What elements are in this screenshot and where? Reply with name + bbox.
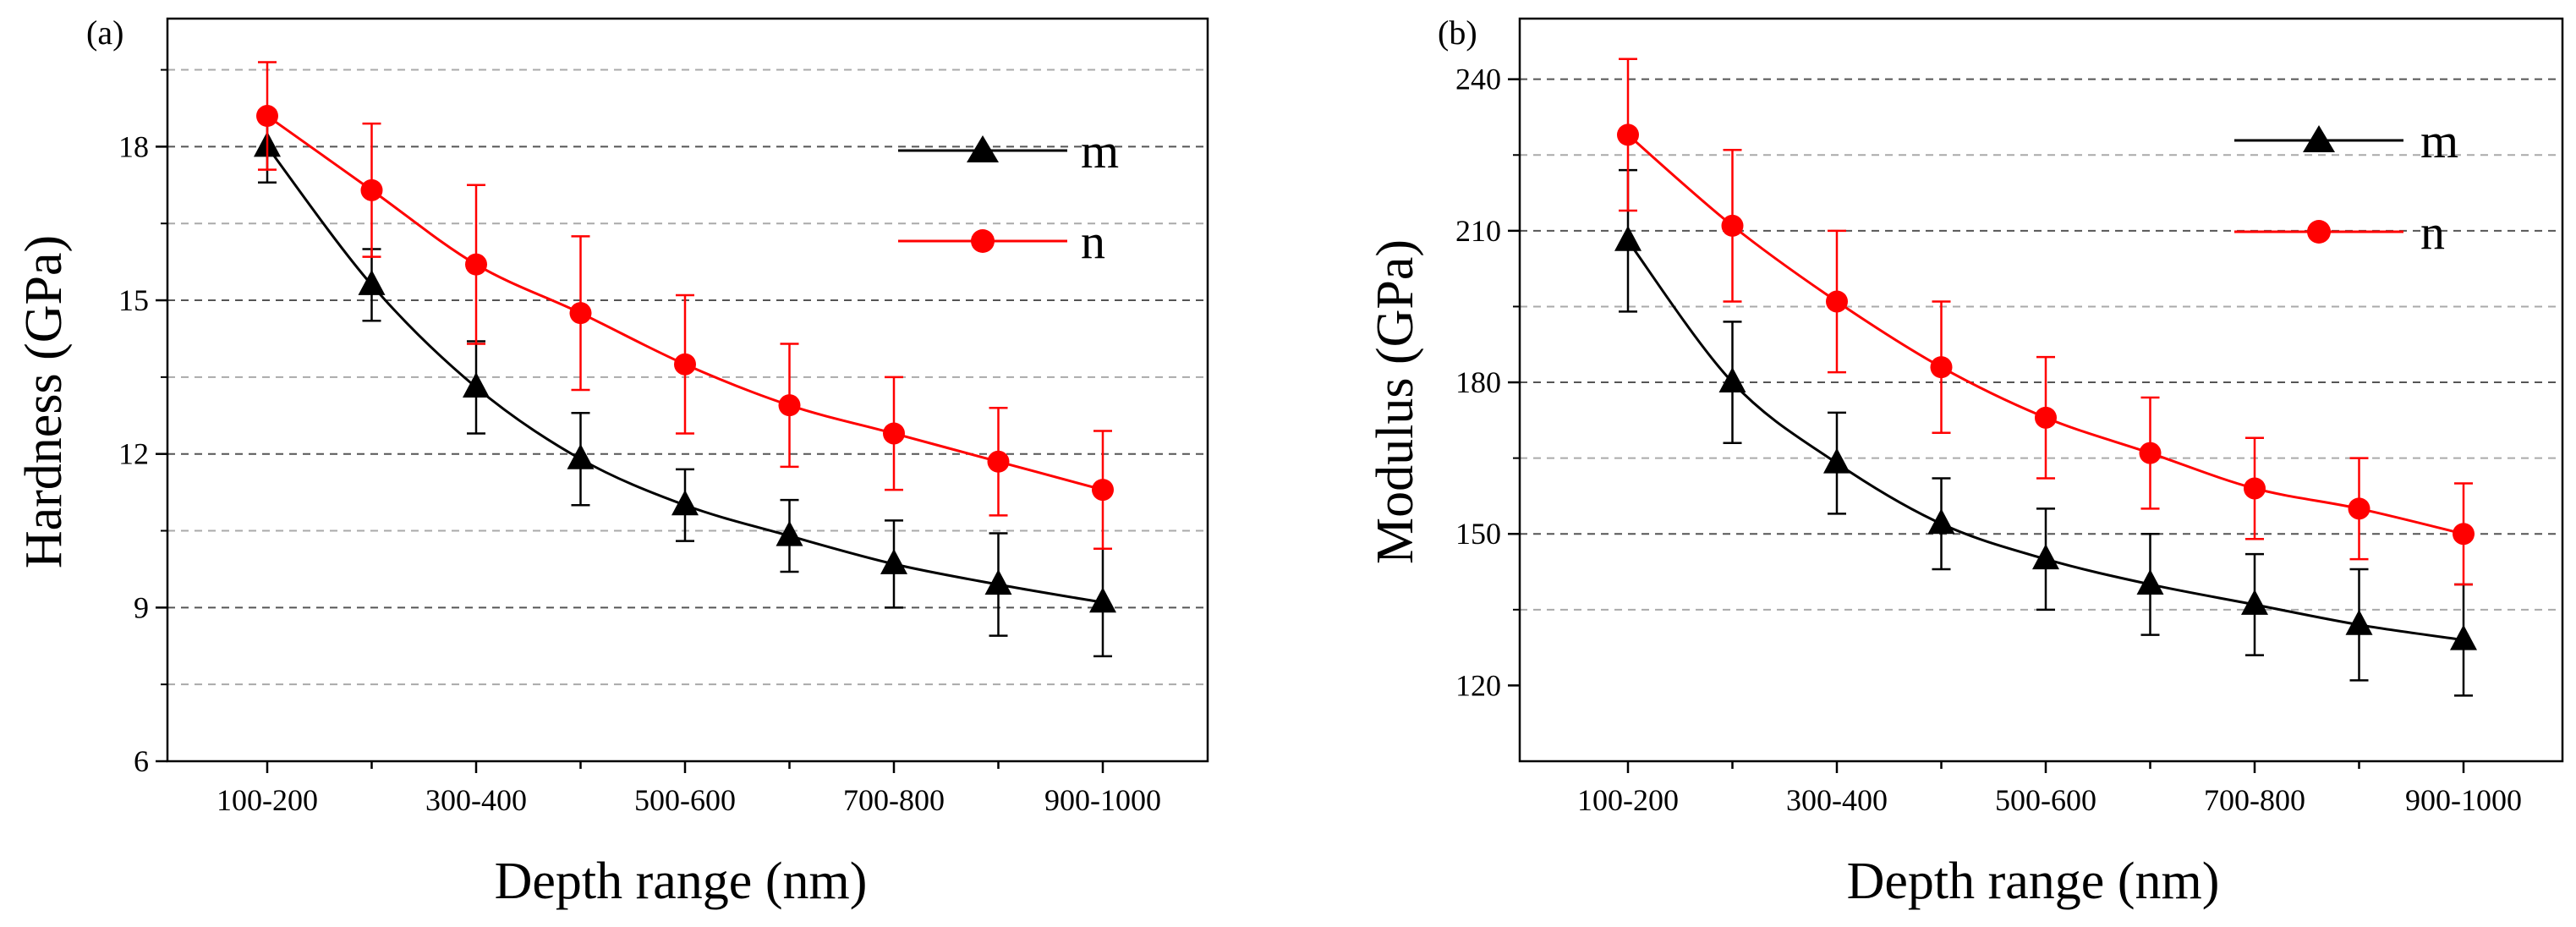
data-point-triangle <box>567 443 595 469</box>
grid-lines <box>167 69 1208 686</box>
y-tick-label: 15 <box>118 283 149 317</box>
axis-ticks: 120 150 180 210 240 100-200 300-400 500-600 700-… <box>1455 63 2522 817</box>
data-point-triangle <box>2241 589 2268 615</box>
series-n <box>1617 58 2475 586</box>
legend-triangle-marker <box>967 135 999 162</box>
legend-entry-m: m <box>2234 113 2458 168</box>
x-axis-title: Depth range (nm) <box>495 853 868 910</box>
plot-border <box>166 17 1209 763</box>
series-m <box>1614 168 2477 697</box>
data-point-triangle <box>1823 447 1850 474</box>
legend-label-n: n <box>2420 205 2445 260</box>
y-tick-label: 180 <box>1455 365 1501 399</box>
data-point-triangle <box>1614 225 1642 251</box>
data-point-circle <box>1826 290 1848 313</box>
plot-border <box>1518 17 2564 763</box>
data-point-circle <box>569 302 592 325</box>
x-tick-label: 500-600 <box>1995 783 2096 817</box>
data-point-circle <box>778 394 801 417</box>
data-point-circle <box>256 105 278 128</box>
x-tick-label: 300-400 <box>425 783 527 817</box>
data-point-triangle <box>2032 544 2059 570</box>
data-point-triangle <box>358 269 386 295</box>
series-m <box>254 109 1116 658</box>
data-point-circle <box>2453 523 2475 546</box>
data-point-triangle <box>1927 508 1955 535</box>
hardness-chart: (a) Depth range (nm) Hardness (GPa) 6 9 12… <box>15 14 1209 910</box>
legend-circle-marker <box>2307 220 2331 244</box>
legend-label-m: m <box>2420 113 2458 168</box>
legend-entry-n: n <box>2234 205 2445 260</box>
x-axis-title: Depth range (nm) <box>1847 853 2220 910</box>
legend-label-n: n <box>1081 214 1105 269</box>
y-tick-label: 240 <box>1455 63 1501 96</box>
x-tick-label: 700-800 <box>843 783 945 817</box>
data-point-circle <box>2035 406 2057 429</box>
legend-entry-n: n <box>898 214 1105 269</box>
grid-lines <box>1520 78 2562 611</box>
panel-label: (a) <box>86 14 123 52</box>
data-point-triangle <box>984 569 1012 595</box>
data-point-circle <box>360 178 383 201</box>
y-tick-label: 12 <box>118 437 149 471</box>
series-line <box>266 145 1104 604</box>
y-axis-title: Hardness (GPa) <box>15 235 73 568</box>
data-point-triangle <box>1718 367 1746 393</box>
data-point-circle <box>1721 214 1744 237</box>
data-point-triangle <box>776 520 803 546</box>
y-tick-label: 150 <box>1455 517 1501 551</box>
x-tick-label: 100-200 <box>216 783 318 817</box>
legend-label-m: m <box>1081 123 1119 178</box>
data-point-circle <box>2244 477 2266 500</box>
x-tick-label: 300-400 <box>1786 783 1888 817</box>
data-point-triangle <box>880 548 907 574</box>
x-tick-label: 900-1000 <box>2405 783 2522 817</box>
y-tick-label: 210 <box>1455 214 1501 248</box>
y-tick-label: 18 <box>118 129 149 163</box>
legend-triangle-marker <box>2303 125 2335 152</box>
legend: m n <box>2234 113 2458 260</box>
series-line <box>1626 239 2464 642</box>
data-point-triangle <box>671 490 699 516</box>
data-point-triangle <box>2345 609 2373 635</box>
y-tick-label: 9 <box>134 590 149 624</box>
data-point-circle <box>674 353 696 376</box>
data-point-circle <box>883 422 905 445</box>
data-point-triangle <box>2450 624 2477 650</box>
x-tick-label: 700-800 <box>2204 783 2305 817</box>
data-point-triangle <box>463 371 490 398</box>
y-tick-label: 6 <box>134 744 149 778</box>
modulus-chart: (b) Depth range (nm) Modulus (GPa) 120 15… <box>1367 14 2564 910</box>
x-tick-label: 100-200 <box>1577 783 1679 817</box>
y-axis-title: Modulus (GPa) <box>1367 239 1424 564</box>
x-tick-label: 500-600 <box>634 783 736 817</box>
panel-label: (b) <box>1438 14 1477 52</box>
data-point-circle <box>465 253 487 276</box>
legend-entry-m: m <box>898 123 1119 178</box>
data-point-triangle <box>2136 568 2164 595</box>
x-tick-label: 900-1000 <box>1044 783 1161 817</box>
plot-frame <box>166 17 1209 763</box>
series-layer <box>254 61 1116 658</box>
data-point-circle <box>987 450 1010 473</box>
plot-frame <box>1518 17 2564 763</box>
data-point-triangle <box>1089 587 1116 613</box>
data-point-circle <box>1930 356 1953 379</box>
data-point-circle <box>1092 479 1114 502</box>
data-point-circle <box>2139 442 2162 464</box>
axis-ticks: 6 9 12 15 18 100-200 300-400 500-600 700-800 900-… <box>118 69 1161 817</box>
legend-circle-marker <box>971 229 995 253</box>
data-point-circle <box>2348 497 2370 520</box>
y-tick-label: 120 <box>1455 668 1501 702</box>
series-n <box>256 61 1114 550</box>
data-point-circle <box>1617 123 1639 146</box>
legend: m n <box>898 123 1119 269</box>
series-layer <box>1614 58 2477 697</box>
